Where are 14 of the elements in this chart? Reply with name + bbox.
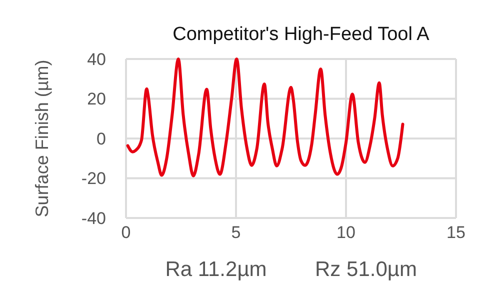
x-tick-label: 5 — [231, 223, 241, 242]
line-series — [126, 58, 404, 178]
text: Rz 51.0µm — [315, 258, 417, 281]
chart-title: Competitor's High-Feed Tool A — [172, 24, 430, 45]
y-tick-label: 40 — [87, 50, 106, 69]
y-axis-title: Surface Finish (µm) — [32, 60, 52, 218]
text: Ra 11.2µm — [165, 258, 267, 281]
x-tick-label: 0 — [121, 223, 131, 242]
y-tick-label: -20 — [81, 169, 106, 188]
y-tick-label: 0 — [96, 129, 106, 148]
y-tick-label: 20 — [87, 90, 106, 109]
x-tick-label: 15 — [446, 223, 466, 242]
y-tick-label: -40 — [81, 208, 106, 228]
x-tick-label: 10 — [336, 223, 356, 242]
